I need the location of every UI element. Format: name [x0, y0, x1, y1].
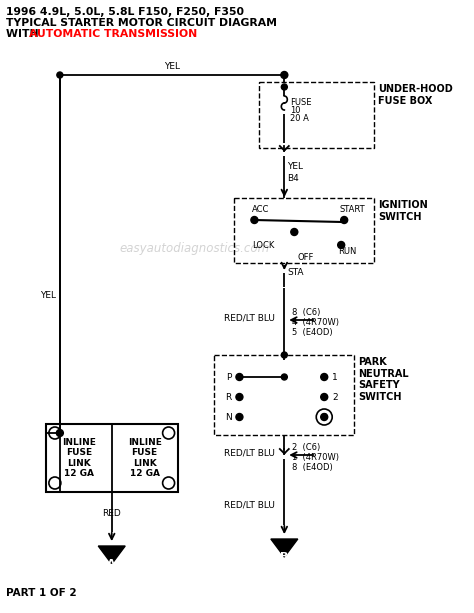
Text: 1996 4.9L, 5.0L, 5.8L F150, F250, F350: 1996 4.9L, 5.0L, 5.8L F150, F250, F350 [6, 7, 244, 17]
Bar [215, 355, 354, 435]
Text: UNDER-HOOD
FUSE BOX: UNDER-HOOD FUSE BOX [378, 84, 453, 105]
Text: RED/LT BLU: RED/LT BLU [225, 313, 275, 322]
Text: D: D [321, 413, 327, 422]
Text: A: A [108, 559, 116, 569]
Text: 5  (E4OD): 5 (E4OD) [292, 328, 333, 337]
Text: ACC: ACC [252, 205, 270, 214]
Bar [259, 82, 374, 148]
Text: 2  (C6): 2 (C6) [292, 443, 320, 452]
Text: STA: STA [287, 268, 304, 277]
Circle shape [236, 414, 243, 421]
Text: PART 1 OF 2: PART 1 OF 2 [6, 588, 77, 598]
Text: easyautodiagnostics.com: easyautodiagnostics.com [119, 242, 270, 254]
Circle shape [57, 72, 63, 78]
Text: TYPICAL STARTER MOTOR CIRCUIT DIAGRAM: TYPICAL STARTER MOTOR CIRCUIT DIAGRAM [6, 18, 277, 28]
Text: B: B [280, 552, 289, 562]
Text: AUTOMATIC TRANSMISSION: AUTOMATIC TRANSMISSION [29, 29, 197, 39]
Text: 8  (C6): 8 (C6) [292, 308, 321, 317]
Circle shape [282, 84, 287, 90]
Text: 8  (E4OD): 8 (E4OD) [292, 463, 333, 472]
Text: B4: B4 [287, 174, 299, 183]
Text: RED/LT BLU: RED/LT BLU [225, 500, 275, 509]
Bar [235, 198, 374, 263]
Text: OFF: OFF [297, 253, 314, 262]
Circle shape [291, 229, 298, 235]
Text: 2: 2 [332, 392, 338, 402]
Text: RUN: RUN [338, 247, 356, 256]
Circle shape [321, 394, 328, 400]
Text: INLINE
FUSE
LINK
12 GA: INLINE FUSE LINK 12 GA [62, 438, 96, 478]
Text: YEL: YEL [164, 62, 180, 71]
Text: 4  (4R70W): 4 (4R70W) [292, 318, 339, 327]
Text: YEL: YEL [40, 291, 56, 300]
Text: P: P [226, 373, 231, 381]
Text: RED: RED [102, 509, 121, 519]
Text: 20 A: 20 A [290, 114, 309, 123]
Circle shape [341, 216, 347, 224]
Text: N: N [225, 413, 231, 422]
Polygon shape [271, 539, 298, 557]
Circle shape [321, 373, 328, 381]
Circle shape [56, 430, 64, 436]
Text: START: START [339, 205, 365, 214]
Circle shape [282, 374, 287, 380]
Polygon shape [98, 546, 125, 564]
Text: R: R [225, 392, 231, 402]
Circle shape [251, 216, 258, 224]
Text: LOCK: LOCK [252, 240, 275, 249]
Bar [46, 424, 178, 492]
Circle shape [236, 394, 243, 400]
Circle shape [282, 352, 287, 358]
Text: WITH: WITH [6, 29, 42, 39]
Text: YEL: YEL [287, 162, 303, 171]
Circle shape [337, 242, 345, 248]
Text: 10: 10 [290, 106, 301, 115]
Text: IGNITION
SWITCH: IGNITION SWITCH [378, 200, 428, 222]
Circle shape [321, 414, 328, 421]
Text: 1: 1 [332, 373, 338, 381]
Text: 1  (4R70W): 1 (4R70W) [292, 453, 339, 462]
Text: INLINE
FUSE
LINK
12 GA: INLINE FUSE LINK 12 GA [128, 438, 162, 478]
Text: FUSE: FUSE [290, 98, 312, 107]
Circle shape [281, 72, 288, 78]
Text: RED/LT BLU: RED/LT BLU [225, 449, 275, 457]
Circle shape [236, 373, 243, 381]
Text: PARK
NEUTRAL
SAFETY
SWITCH: PARK NEUTRAL SAFETY SWITCH [358, 357, 409, 402]
